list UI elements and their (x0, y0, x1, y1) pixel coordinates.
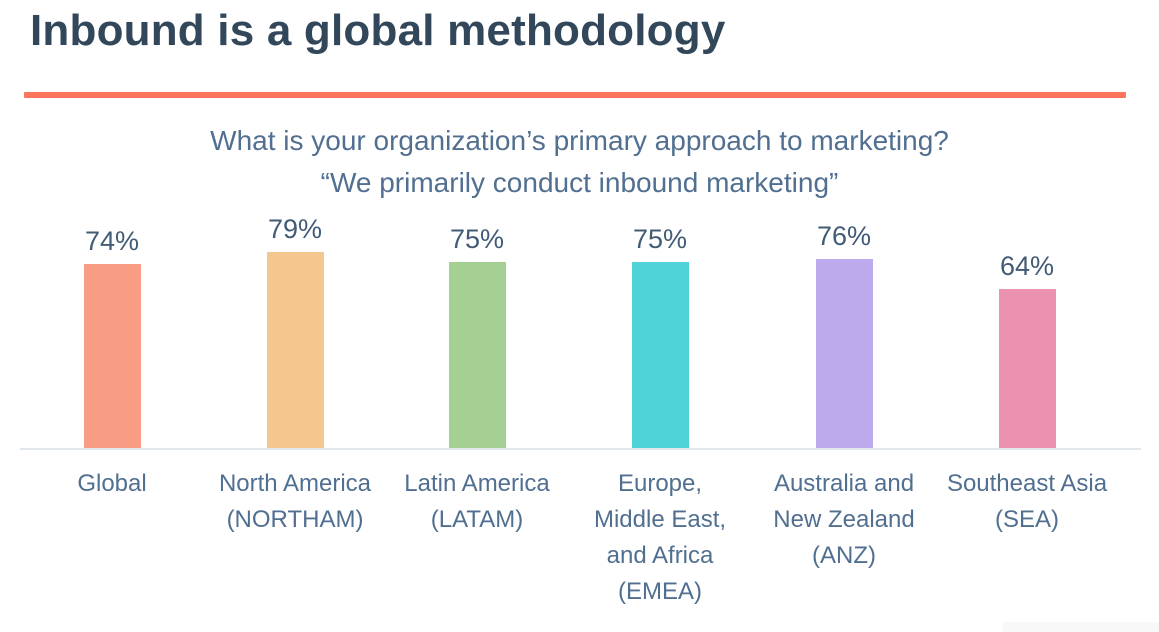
category-label-line: (NORTHAM) (226, 506, 364, 533)
category-label-line: Europe, (617, 470, 703, 497)
category-label: Europe, Middle East, and Africa (EMEA) (568, 466, 752, 610)
category-label-line: (ANZ) (812, 542, 876, 569)
category-label-line: (EMEA) (618, 578, 702, 605)
category-label-line: Latin America (404, 470, 550, 497)
category-label: Southeast Asia (SEA) (935, 466, 1119, 538)
bar-chart: 74% 79% 75% 75% 76% 64% (0, 199, 1159, 449)
category-label-line: New Zealand (773, 506, 915, 533)
chart-baseline (20, 448, 1141, 450)
bar-column: 75% (385, 223, 569, 449)
bar (815, 259, 873, 449)
category-label-line: (SEA) (994, 506, 1059, 533)
chart-question-line-1: What is your organization’s primary appr… (210, 125, 949, 156)
category-label: Latin America (LATAM) (385, 466, 569, 538)
category-label-line: (LATAM) (430, 506, 524, 533)
bar (266, 251, 324, 449)
page-title: Inbound is a global methodology (30, 6, 726, 55)
bar-column: 75% (568, 223, 752, 449)
title-divider (24, 92, 1126, 98)
category-label-line: Australia and (773, 470, 915, 497)
bar-value-label: 79% (267, 213, 323, 244)
category-label-line: Global (77, 470, 147, 497)
bar-value-label: 75% (632, 223, 688, 254)
category-label-line: and Africa (606, 542, 714, 569)
category-label-line: Middle East, (593, 506, 727, 533)
category-label: Global (20, 466, 204, 502)
chart-question-line-2: “We primarily conduct inbound marketing” (320, 167, 839, 198)
bar (631, 261, 689, 449)
bar-value-label: 76% (816, 221, 872, 251)
bar-value-label: 75% (449, 223, 505, 254)
bar-column: 74% (20, 226, 204, 449)
watermark-placeholder (1003, 622, 1159, 632)
bar-column: 79% (203, 213, 387, 449)
category-label: North America (NORTHAM) (203, 466, 387, 538)
category-label-line: Southeast Asia (946, 470, 1108, 497)
category-label-line: North America (218, 470, 372, 497)
bar-column: 76% (752, 221, 936, 449)
bar-value-label: 74% (84, 226, 140, 256)
chart-question: What is your organization’s primary appr… (0, 120, 1159, 204)
bar (448, 261, 506, 449)
bar (83, 264, 141, 449)
bar (998, 289, 1056, 449)
bar-column: 64% (935, 251, 1119, 449)
category-label: Australia and New Zealand (ANZ) (752, 466, 936, 574)
bar-value-label: 64% (999, 251, 1055, 281)
